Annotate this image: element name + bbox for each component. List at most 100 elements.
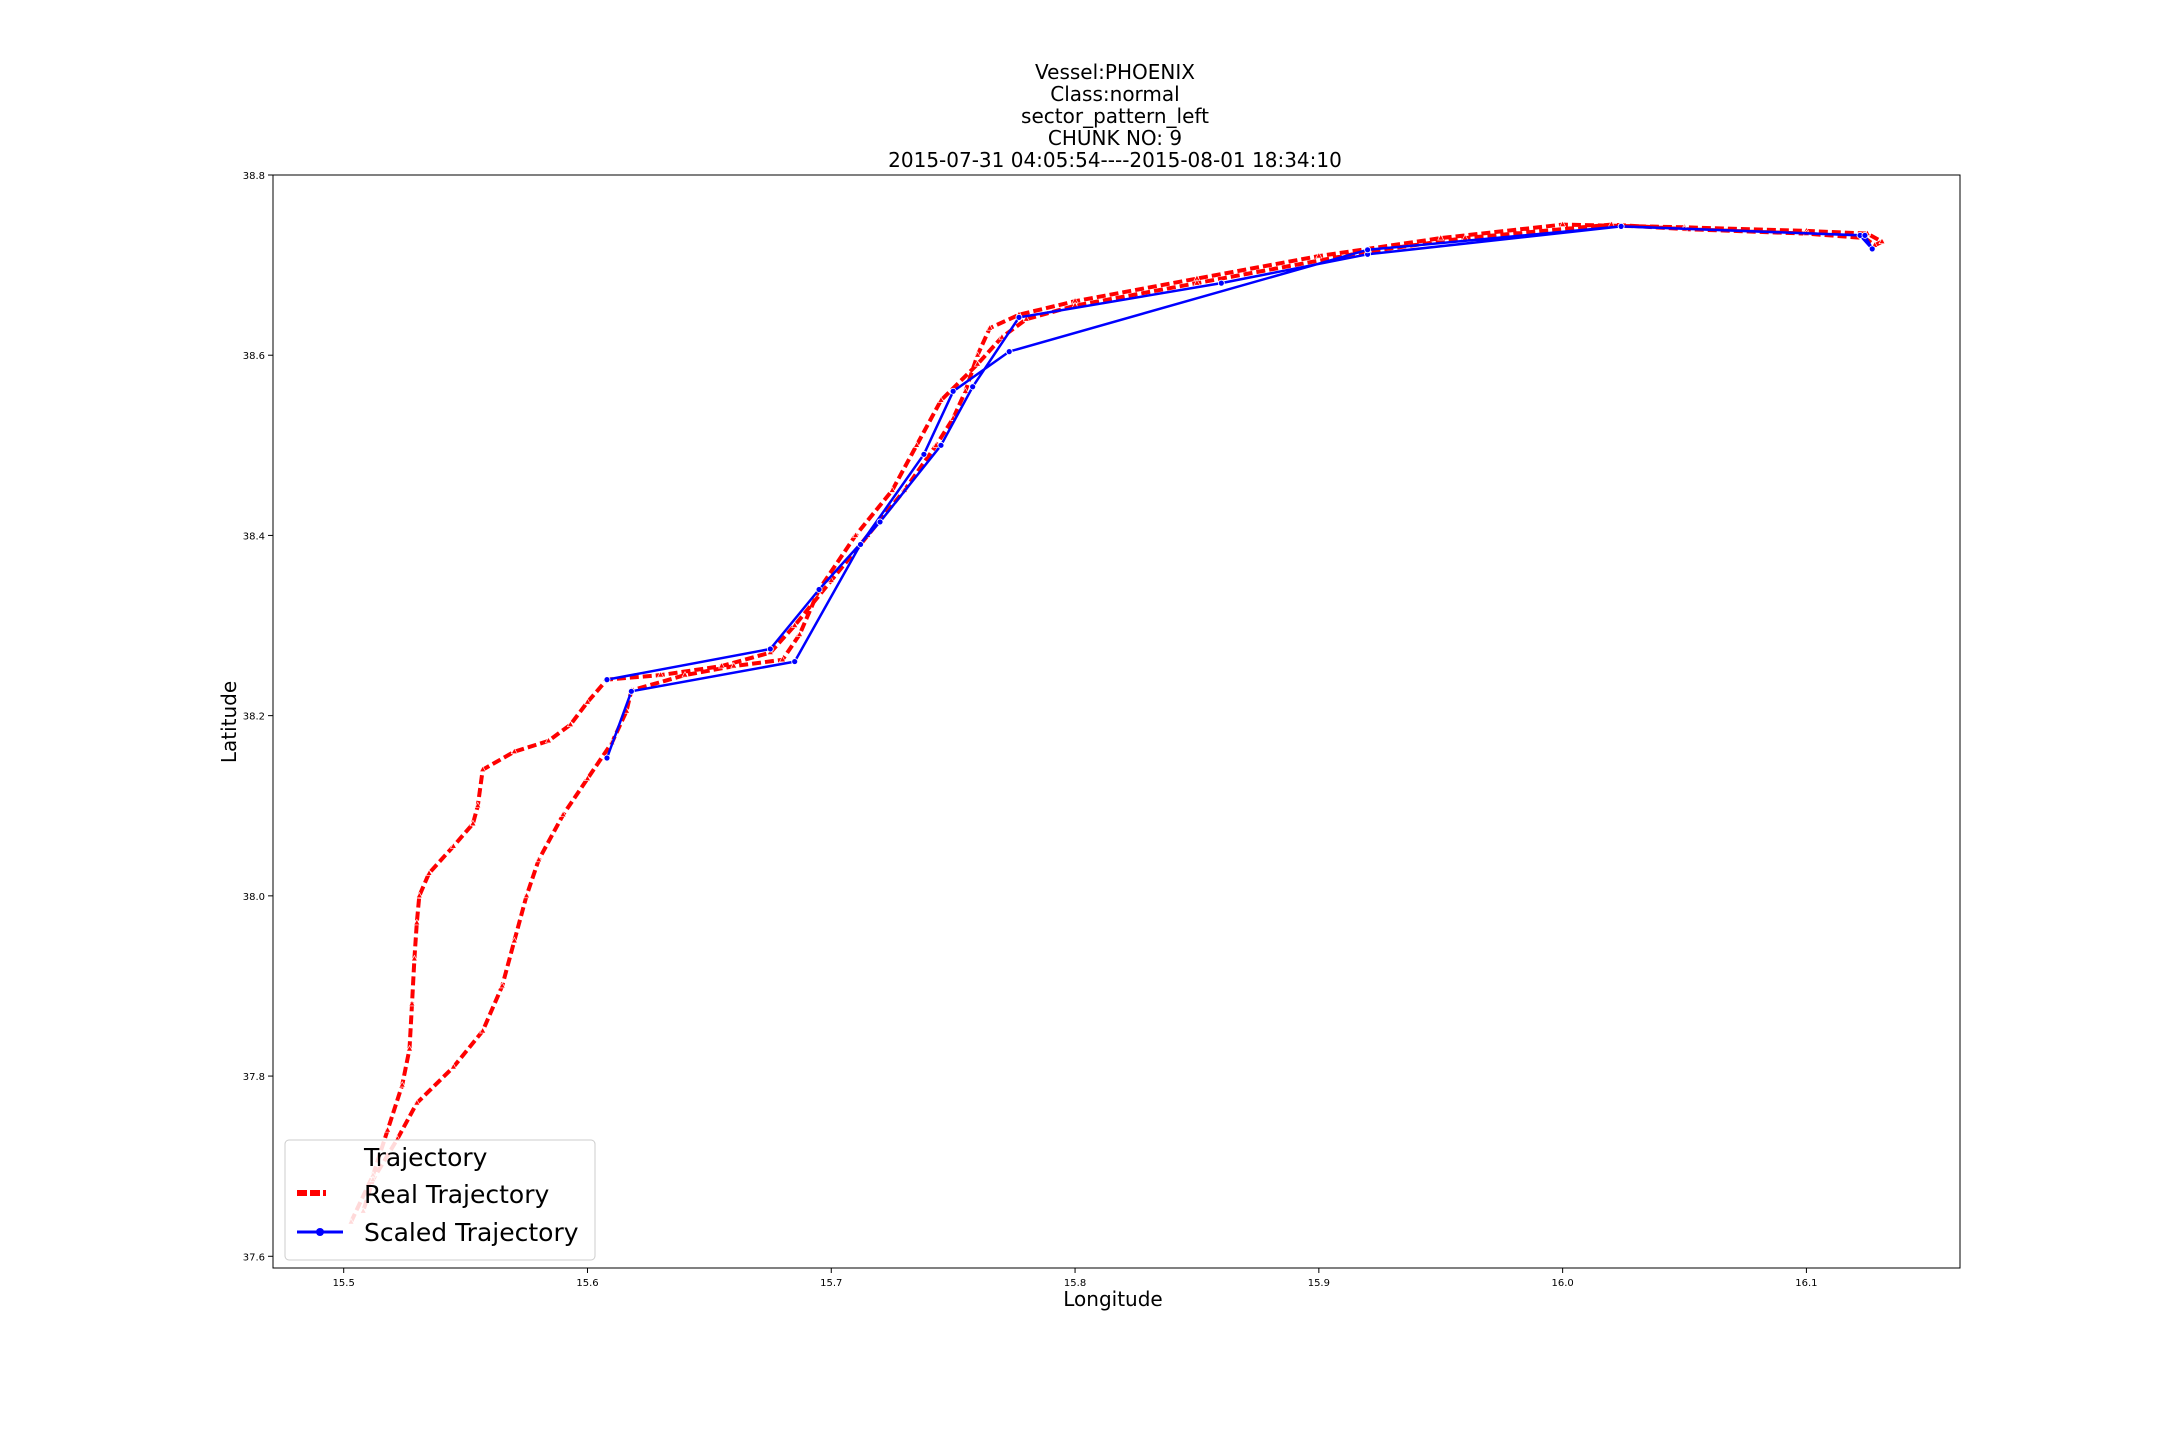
data-point-scaled	[766, 645, 774, 653]
legend: Trajectory Real Trajectory Scaled Trajec…	[284, 1139, 596, 1261]
data-point-scaled	[603, 676, 611, 684]
y-tick-label: 37.6	[243, 1252, 265, 1263]
data-point-real	[469, 819, 477, 827]
chart-title: Vessel:PHOENIX Class:normal sector_patte…	[888, 60, 1342, 172]
data-point-real	[1437, 233, 1445, 241]
x-axis-ticks: 15.5 15.6 15.7 15.8 15.9 16.0 16.1	[333, 1268, 1818, 1289]
data-point-real	[1559, 220, 1567, 227]
data-point-real	[1022, 315, 1030, 322]
data-point-real	[937, 396, 945, 403]
data-point-real	[998, 333, 1006, 340]
legend-label-real: Real Trajectory	[364, 1180, 549, 1209]
x-tick-label: 16.0	[1551, 1278, 1573, 1289]
data-point-real	[888, 486, 896, 493]
data-point-real	[730, 661, 738, 669]
y-tick-label: 38.4	[243, 531, 265, 542]
data-point-scaled	[815, 586, 823, 593]
data-point-scaled	[1617, 222, 1625, 230]
title-line-chunk: CHUNK NO: 9	[1048, 126, 1182, 150]
title-line-vessel: Vessel:PHOENIX	[1035, 60, 1195, 84]
y-tick-label: 38.8	[243, 171, 265, 182]
x-tick-label: 15.5	[333, 1278, 355, 1289]
y-axis-ticks: 37.6 37.8 38.0 38.2 38.4 38.6 38.8	[243, 171, 273, 1263]
data-point-real	[974, 351, 982, 358]
legend-label-scaled: Scaled Trajectory	[364, 1218, 579, 1247]
x-tick-label: 15.7	[820, 1278, 842, 1289]
data-point-real	[974, 360, 982, 367]
title-line-pattern: sector_pattern_left	[1021, 104, 1209, 128]
data-point-scaled	[627, 687, 635, 695]
x-tick-label: 15.9	[1308, 1278, 1330, 1289]
data-point-scaled	[920, 450, 928, 458]
data-point-real	[408, 999, 416, 1007]
data-point-scaled	[1217, 279, 1225, 287]
x-tick-label: 15.6	[576, 1278, 598, 1289]
data-point-real	[510, 936, 518, 944]
series-layer	[347, 220, 1886, 1225]
data-point-real	[384, 1126, 392, 1133]
data-point-real	[559, 810, 567, 818]
data-point-scaled	[1364, 246, 1371, 254]
title-line-timerange: 2015-07-31 04:05:54----2015-08-01 18:34:…	[888, 148, 1342, 172]
data-point-real	[544, 736, 552, 744]
data-point-real	[535, 855, 543, 863]
data-point-real	[1315, 251, 1323, 259]
data-point-scaled	[969, 383, 977, 391]
data-point-real	[398, 1080, 406, 1088]
y-tick-label: 37.8	[243, 1072, 265, 1083]
data-point-real	[913, 441, 921, 448]
y-tick-label: 38.2	[243, 712, 265, 723]
data-point-real	[498, 981, 506, 989]
data-point-real	[779, 655, 787, 663]
data-point-real	[1878, 237, 1886, 244]
data-point-scaled	[876, 518, 884, 526]
data-point-real	[961, 387, 969, 394]
data-point-scaled	[603, 754, 611, 762]
series-line-scaled	[605, 225, 1874, 759]
data-point-real	[566, 720, 574, 727]
data-point-real	[449, 842, 457, 849]
data-point-real	[852, 531, 860, 538]
y-axis-label: Latitude	[217, 681, 241, 763]
plot-area: 15.5 15.6 15.7 15.8 15.9 16.0 16.1 37.6 37.8 38.…	[243, 171, 1961, 1289]
data-point-real	[827, 576, 835, 583]
x-tick-label: 15.8	[1064, 1278, 1086, 1289]
legend-swatch-scaled-marker	[316, 1228, 324, 1236]
data-point-scaled	[949, 387, 957, 395]
data-point-real	[523, 891, 531, 899]
data-point-real	[681, 670, 689, 678]
data-point-scaled	[1861, 231, 1869, 239]
data-point-real	[410, 954, 418, 962]
data-point-real	[796, 630, 804, 637]
data-point-real	[932, 441, 940, 448]
data-point-real	[510, 747, 518, 754]
data-point-scaled	[1005, 348, 1013, 356]
data-point-real	[474, 801, 482, 809]
data-point-real	[986, 324, 994, 331]
data-point-real	[413, 1098, 421, 1106]
legend-title: Trajectory	[363, 1143, 488, 1172]
data-point-scaled	[791, 658, 799, 665]
data-point-real	[479, 1026, 487, 1034]
data-point-scaled	[937, 441, 945, 449]
data-point-real	[415, 891, 423, 899]
data-point-scaled	[1868, 245, 1876, 253]
data-point-real	[657, 670, 665, 678]
data-point-real	[718, 661, 726, 669]
y-tick-label: 38.0	[243, 892, 265, 903]
data-point-real	[425, 869, 433, 876]
y-tick-label: 38.6	[243, 351, 265, 362]
data-point-real	[449, 1062, 457, 1070]
data-point-scaled	[1015, 313, 1023, 321]
title-line-class: Class:normal	[1050, 82, 1179, 106]
data-point-scaled	[857, 541, 864, 548]
data-point-real	[583, 698, 591, 705]
data-point-real	[583, 774, 591, 782]
legend-box	[284, 1139, 596, 1261]
x-tick-label: 16.1	[1795, 1278, 1817, 1289]
plot-frame	[272, 174, 1961, 1269]
data-point-real	[406, 1044, 414, 1052]
x-axis-label: Longitude	[1063, 1287, 1162, 1311]
data-point-real	[791, 621, 799, 628]
